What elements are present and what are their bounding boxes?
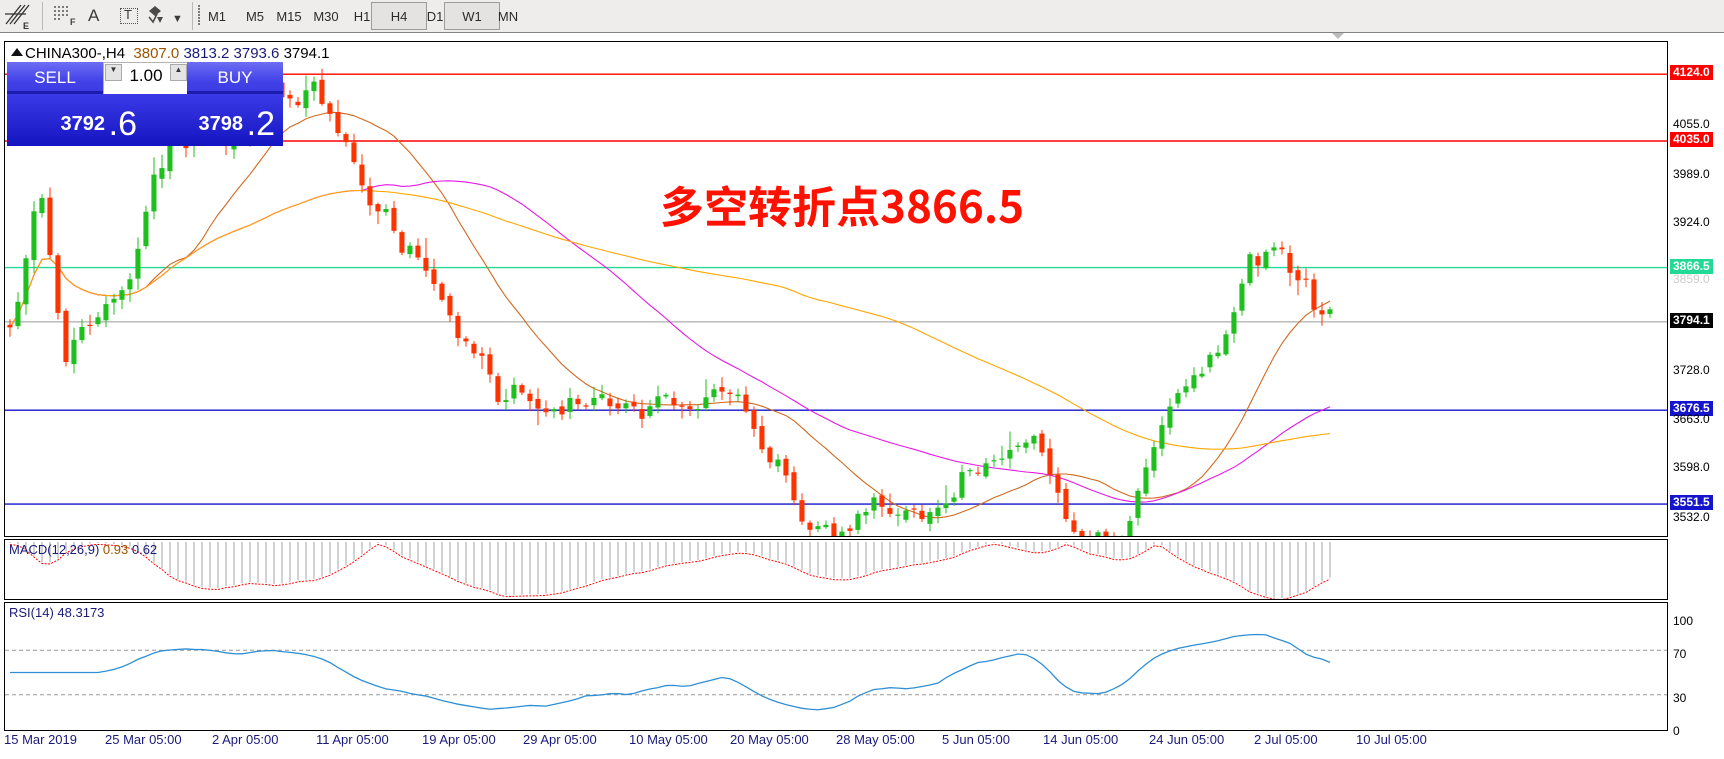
svg-text:多空转折点3866.5: 多空转折点3866.5	[660, 172, 1024, 236]
svg-text:E: E	[23, 21, 29, 30]
